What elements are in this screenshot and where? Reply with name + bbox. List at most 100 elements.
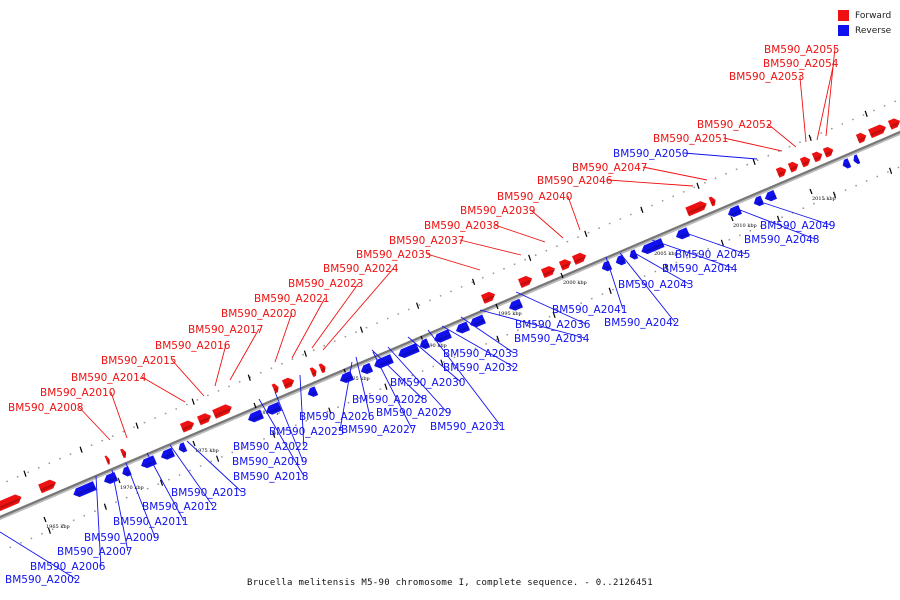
reverse-gene-label[interactable]: BM590_A2019 (232, 456, 307, 468)
reverse-gene[interactable] (763, 189, 778, 204)
forward-gene-label[interactable]: BM590_A2017 (188, 324, 263, 336)
forward-gene-label[interactable]: BM590_A2021 (254, 293, 329, 305)
forward-gene-label[interactable]: BM590_A2010 (40, 387, 115, 399)
reverse-gene-label[interactable]: BM590_A2025 (269, 426, 344, 438)
reverse-gene[interactable] (507, 297, 524, 313)
gene-shade (106, 459, 111, 464)
reverse-gene[interactable] (305, 385, 319, 399)
forward-gene[interactable] (867, 122, 888, 139)
reverse-gene[interactable] (396, 342, 421, 361)
reverse-gene[interactable] (176, 441, 189, 454)
forward-gene-label[interactable]: BM590_A2015 (101, 355, 176, 367)
reverse-gene-label[interactable]: BM590_A2006 (30, 561, 106, 573)
forward-gene-label[interactable]: BM590_A2055 (764, 44, 839, 56)
forward-gene-label[interactable]: BM590_A2037 (389, 235, 464, 247)
reverse-gene-label[interactable]: BM590_A2007 (57, 546, 132, 558)
forward-gene[interactable] (119, 447, 129, 459)
forward-gene-label[interactable]: BM590_A2038 (424, 220, 499, 232)
reverse-gene[interactable] (246, 408, 265, 424)
reverse-gene-label[interactable]: BM590_A2030 (390, 377, 465, 389)
forward-gene[interactable] (179, 418, 197, 434)
forward-gene-label[interactable]: BM590_A2053 (729, 71, 804, 83)
reverse-gene-label[interactable]: BM590_A2049 (760, 220, 835, 232)
forward-gene[interactable] (317, 362, 327, 374)
forward-gene[interactable] (684, 199, 709, 218)
forward-gene-label[interactable]: BM590_A2023 (288, 278, 363, 290)
reverse-gene[interactable] (454, 320, 471, 336)
forward-gene[interactable] (281, 375, 297, 390)
forward-gene-label[interactable]: BM590_A2047 (572, 162, 647, 174)
reverse-gene-label[interactable]: BM590_A2028 (352, 394, 427, 406)
forward-gene[interactable] (855, 131, 868, 145)
forward-gene[interactable] (822, 145, 835, 159)
reverse-gene-label[interactable]: BM590_A2032 (443, 362, 518, 374)
reverse-gene-label[interactable]: BM590_A2009 (84, 532, 159, 544)
forward-gene-label[interactable]: BM590_A2020 (221, 308, 296, 320)
reverse-gene-label[interactable]: BM590_A2043 (618, 279, 693, 291)
reverse-gene[interactable] (359, 362, 374, 376)
reverse-gene-label[interactable]: BM590_A2029 (376, 407, 451, 419)
reverse-gene-label[interactable]: BM590_A2011 (113, 516, 188, 528)
reverse-gene-label[interactable]: BM590_A2034 (514, 333, 590, 345)
forward-gene[interactable] (270, 382, 280, 395)
forward-gene[interactable] (707, 195, 717, 208)
reverse-gene-label[interactable]: BM590_A2048 (744, 234, 819, 246)
forward-gene[interactable] (775, 165, 788, 179)
forward-gene[interactable] (37, 477, 58, 495)
reverse-gene-label[interactable]: BM590_A2022 (233, 441, 308, 453)
track-dot (281, 362, 283, 365)
reverse-gene-label[interactable]: BM590_A2050 (613, 148, 688, 160)
forward-gene-label[interactable]: BM590_A2039 (460, 205, 535, 217)
reverse-gene[interactable] (338, 370, 355, 386)
reverse-gene-label[interactable]: BM590_A2013 (171, 487, 246, 499)
reverse-gene-label[interactable]: BM590_A2018 (233, 471, 308, 483)
reverse-gene-label[interactable]: BM590_A2002 (5, 574, 80, 586)
reverse-gene-label[interactable]: BM590_A2012 (142, 501, 217, 513)
forward-gene[interactable] (571, 251, 589, 266)
reverse-gene[interactable] (726, 204, 743, 220)
reverse-gene-label[interactable]: BM590_A2036 (515, 319, 591, 331)
forward-gene[interactable] (0, 492, 24, 514)
forward-gene[interactable] (480, 289, 498, 305)
reverse-gene[interactable] (432, 328, 453, 345)
forward-gene-label[interactable]: BM590_A2008 (8, 402, 83, 414)
reverse-gene[interactable] (851, 153, 862, 166)
reverse-gene-label[interactable]: BM590_A2044 (662, 263, 738, 275)
reverse-gene[interactable] (159, 446, 176, 462)
forward-gene[interactable] (196, 411, 214, 427)
reverse-gene[interactable] (468, 313, 487, 329)
forward-gene[interactable] (211, 402, 234, 420)
forward-gene[interactable] (540, 264, 558, 279)
forward-gene[interactable] (103, 454, 112, 466)
forward-gene-label[interactable]: BM590_A2035 (356, 249, 431, 261)
reverse-gene-label[interactable]: BM590_A2033 (443, 348, 518, 360)
forward-gene-label[interactable]: BM590_A2052 (697, 119, 772, 131)
reverse-gene-label[interactable]: BM590_A2042 (604, 317, 679, 329)
reverse-gene-label[interactable]: BM590_A2031 (430, 421, 505, 433)
reverse-gene-label[interactable]: BM590_A2027 (341, 424, 416, 436)
track-dot (30, 537, 33, 540)
reverse-gene[interactable] (71, 480, 98, 500)
forward-gene[interactable] (887, 116, 900, 131)
reverse-gene[interactable] (751, 194, 765, 208)
reverse-gene[interactable] (840, 157, 853, 170)
forward-gene[interactable] (799, 155, 812, 169)
forward-gene-label[interactable]: BM590_A2024 (323, 263, 399, 275)
forward-gene[interactable] (308, 366, 318, 378)
reverse-gene[interactable] (417, 337, 431, 351)
gene-labels[interactable]: BM590_A2008 BM590_A2010 BM590_A2014 BM590_A… (5, 44, 839, 586)
reverse-gene-label[interactable]: BM590_A2041 (552, 304, 627, 316)
forward-gene-label[interactable]: BM590_A2054 (763, 58, 839, 70)
forward-gene-label[interactable]: BM590_A2016 (155, 340, 231, 352)
track-dot (661, 200, 664, 202)
forward-gene-label[interactable]: BM590_A2014 (71, 372, 147, 384)
forward-gene[interactable] (517, 274, 535, 289)
reverse-gene-label[interactable]: BM590_A2026 (299, 411, 375, 423)
forward-gene[interactable] (558, 257, 574, 272)
reverse-gene-label[interactable]: BM590_A2045 (675, 249, 750, 261)
forward-gene[interactable] (811, 150, 824, 164)
forward-gene-label[interactable]: BM590_A2046 (537, 175, 613, 187)
forward-gene[interactable] (787, 160, 800, 174)
forward-gene-label[interactable]: BM590_A2051 (653, 133, 728, 145)
forward-gene-label[interactable]: BM590_A2040 (497, 191, 572, 203)
